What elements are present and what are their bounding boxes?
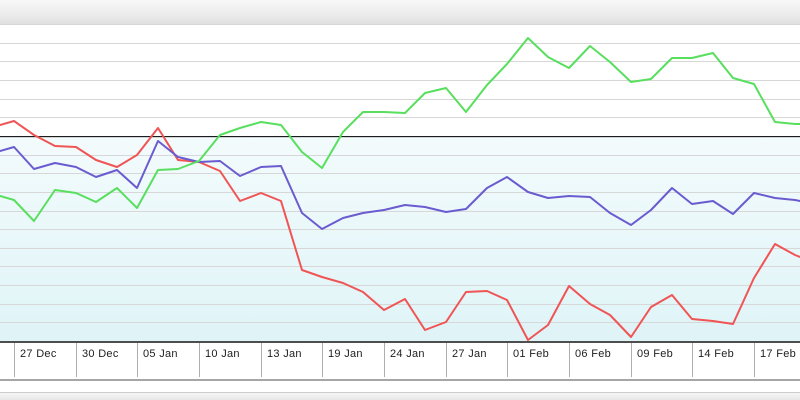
- x-axis-strip: 27 Dec 30 Dec 05 Jan 10 Jan 13 Jan 19 Jan 24 J…: [0, 343, 800, 381]
- x-tick-mark: [137, 343, 138, 377]
- x-tick-label: 01 Feb: [513, 348, 550, 360]
- gridline: [0, 79, 800, 81]
- x-tick-label: 27 Dec: [20, 348, 57, 360]
- x-tick-label: 30 Dec: [82, 348, 119, 360]
- x-tick-label: 10 Jan: [205, 348, 240, 360]
- green-series-line: [0, 37, 800, 222]
- x-tick-mark: [199, 343, 200, 377]
- x-tick-mark: [76, 343, 77, 377]
- gridline: [0, 42, 800, 44]
- x-tick-label: 09 Feb: [637, 348, 674, 360]
- series-lines: [0, 37, 800, 341]
- x-tick-mark: [322, 343, 323, 377]
- x-tick-label: 27 Jan: [452, 348, 487, 360]
- x-tick-mark: [261, 343, 262, 377]
- x-tick-label: 14 Feb: [698, 348, 735, 360]
- x-tick-label: 06 Feb: [575, 348, 612, 360]
- x-tick-mark: [446, 343, 447, 377]
- plot-area: [0, 25, 800, 341]
- gridline: [0, 285, 800, 287]
- gridline: [0, 322, 800, 324]
- x-tick-label: 17 Feb: [760, 348, 797, 360]
- x-tick-mark: [631, 343, 632, 377]
- gridline: [0, 98, 800, 100]
- blue-series-line: [0, 140, 800, 230]
- gridline: [0, 247, 800, 249]
- x-tick-label: 13 Jan: [267, 348, 302, 360]
- x-tick-mark: [569, 343, 570, 377]
- x-tick-mark: [14, 343, 15, 377]
- x-tick-mark: [692, 343, 693, 377]
- gridline: [0, 61, 800, 63]
- gridline: [0, 154, 800, 156]
- red-series-line: [0, 120, 800, 341]
- gridline: [0, 229, 800, 231]
- x-tick-label: 24 Jan: [390, 348, 425, 360]
- x-tick-label: 19 Jan: [328, 348, 363, 360]
- gridline: [0, 173, 800, 175]
- x-axis-line: [0, 341, 800, 343]
- below-baseline-shading: [0, 137, 800, 341]
- top-toolbar-strip: [0, 0, 800, 25]
- x-tick-label: 05 Jan: [143, 348, 178, 360]
- gridline: [0, 266, 800, 268]
- footer-gap: [0, 381, 800, 392]
- gridline: [0, 303, 800, 305]
- bottom-toolbar-strip: [0, 392, 800, 400]
- x-tick-mark: [384, 343, 385, 377]
- gridline: [0, 117, 800, 119]
- x-tick-mark: [507, 343, 508, 377]
- gridline: [0, 191, 800, 193]
- zero-baseline: [0, 136, 800, 137]
- gridline: [0, 210, 800, 212]
- x-tick-mark: [754, 343, 755, 377]
